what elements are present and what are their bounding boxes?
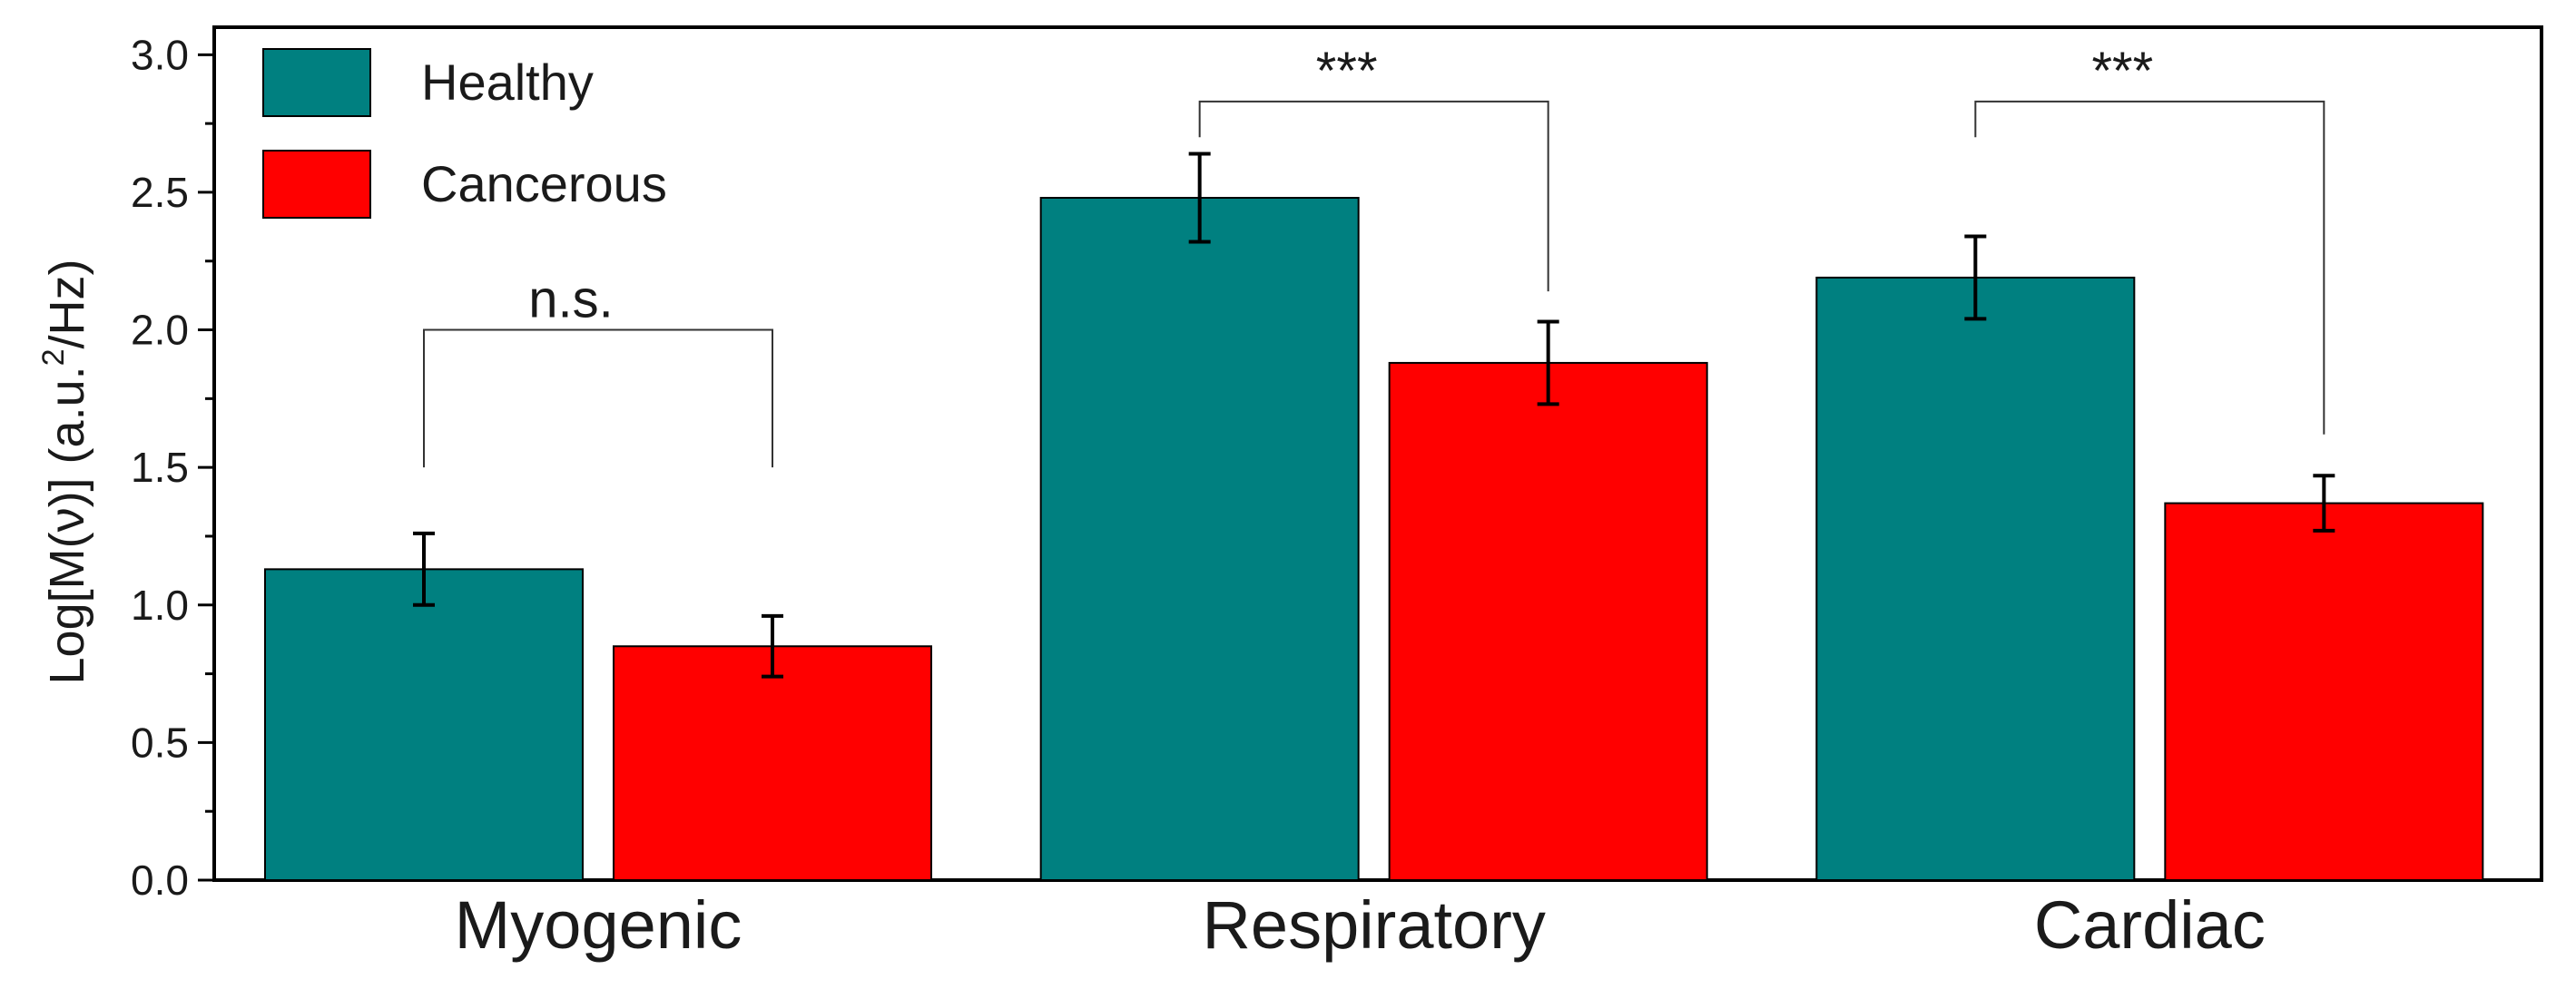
significance-label: *** bbox=[1316, 42, 1378, 101]
significance-bracket bbox=[1198, 100, 1549, 292]
significance-brackets: n.s. *** *** bbox=[423, 42, 2325, 468]
y-tick-label: 3.0 bbox=[131, 31, 189, 78]
x-category-label: Myogenic bbox=[455, 887, 742, 963]
significance-label: n.s. bbox=[528, 270, 614, 329]
x-axis: Myogenic Respiratory Cardiac bbox=[455, 887, 2266, 963]
bar-healthy-cardiac bbox=[1815, 276, 2136, 881]
legend-swatch-cancerous bbox=[262, 150, 371, 219]
y-tick-label: 1.0 bbox=[131, 582, 189, 629]
error-bars bbox=[413, 152, 2335, 679]
y-tick-label: 0.0 bbox=[131, 857, 189, 904]
y-tick-label: 1.5 bbox=[131, 444, 189, 491]
y-tick-label: 2.0 bbox=[131, 307, 189, 354]
plot-frame bbox=[212, 25, 2543, 882]
legend-label-healthy: Healthy bbox=[421, 54, 594, 111]
plot-border bbox=[212, 25, 2543, 882]
significance-label: *** bbox=[2091, 42, 2153, 101]
bar-healthy-respiratory bbox=[1039, 197, 1360, 881]
bars bbox=[264, 197, 2484, 882]
legend-label-cancerous: Cancerous bbox=[421, 155, 667, 212]
y-axis: 0.0 0.5 1.0 1.5 2.0 2.5 3.0 bbox=[131, 31, 214, 904]
significance-bracket bbox=[1974, 100, 2325, 435]
y-axis-label-superscript: 2 bbox=[36, 348, 71, 366]
bar-healthy-myogenic bbox=[264, 568, 584, 882]
x-category-label: Respiratory bbox=[1202, 887, 1545, 963]
y-axis-label: Log[M(ν)] (a.u.2/Hz) bbox=[36, 259, 94, 684]
bar-cancerous-cardiac bbox=[2164, 502, 2484, 881]
legend: Healthy Cancerous bbox=[262, 48, 667, 219]
x-category-label: Cardiac bbox=[2034, 887, 2266, 963]
significance-bracket bbox=[423, 328, 773, 468]
legend-swatch-healthy bbox=[262, 48, 371, 117]
y-tick-label: 2.5 bbox=[131, 169, 189, 216]
bar-cancerous-myogenic bbox=[613, 645, 932, 881]
bar-cancerous-respiratory bbox=[1388, 361, 1708, 881]
y-tick-label: 0.5 bbox=[131, 719, 189, 766]
